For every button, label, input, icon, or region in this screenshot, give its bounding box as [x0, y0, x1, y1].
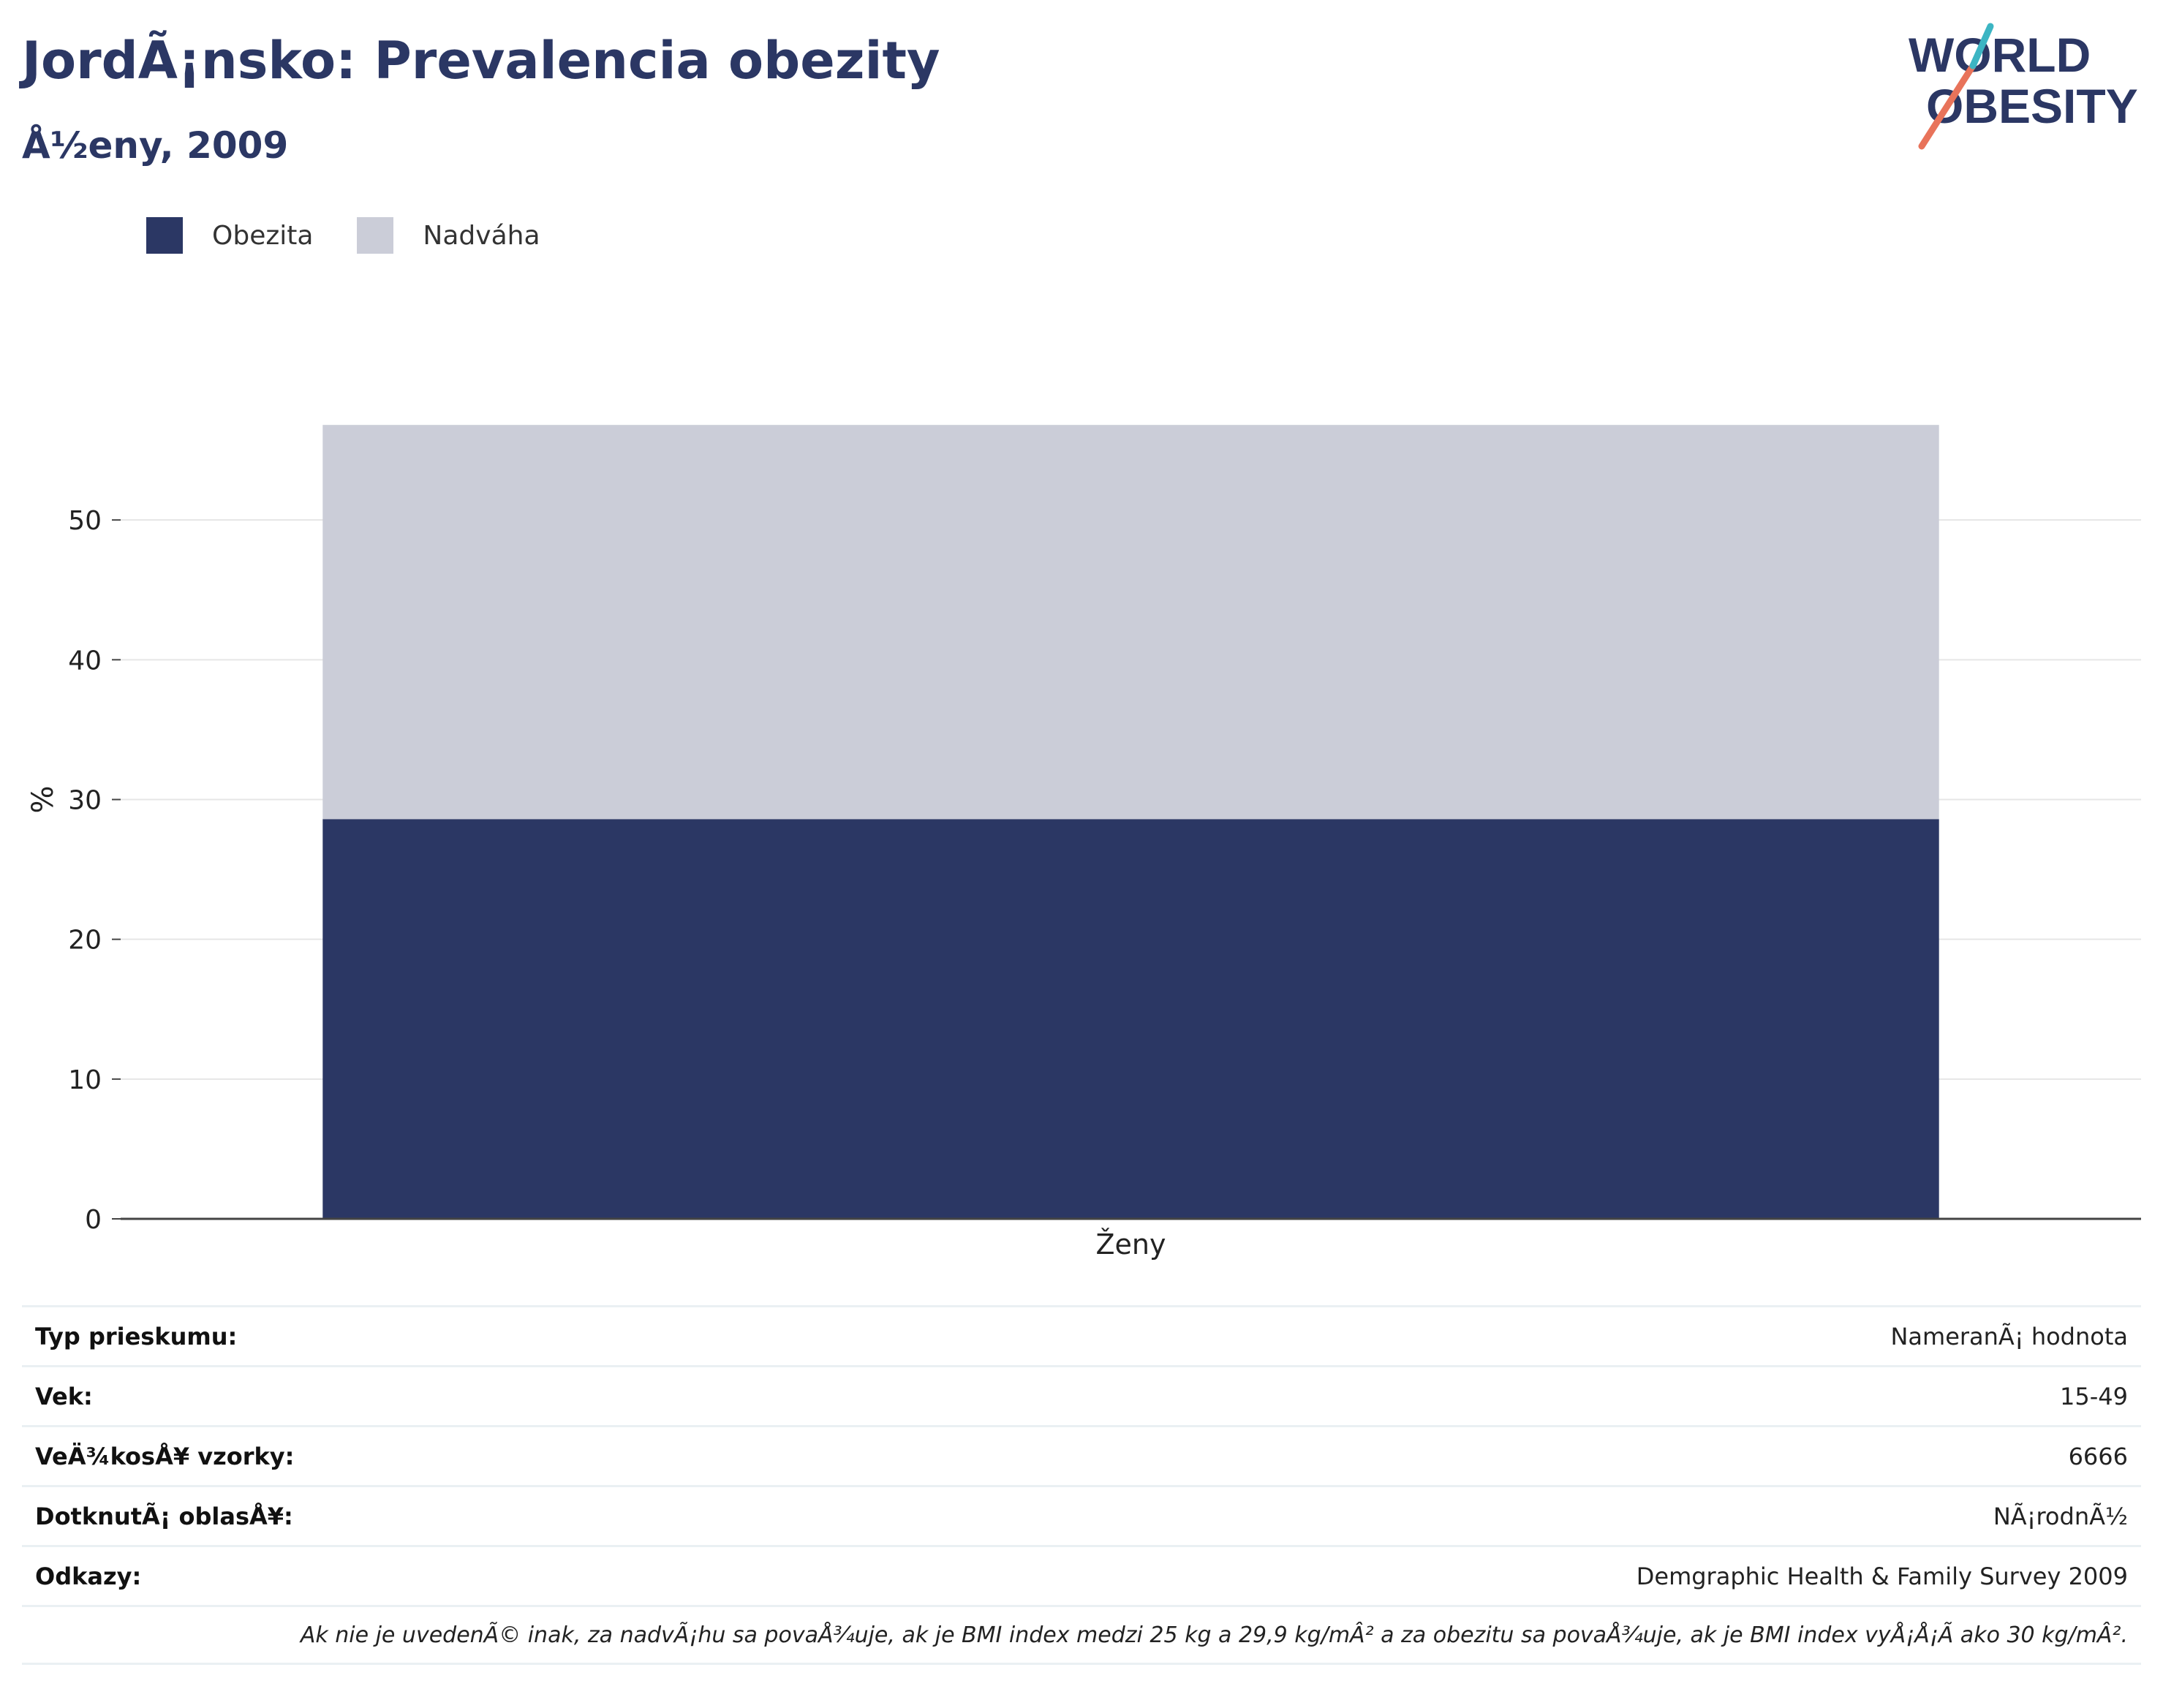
info-key: Vek:: [35, 1382, 93, 1410]
info-key: Typ prieskumu:: [35, 1322, 238, 1350]
legend-swatch-nadvaha: [357, 217, 394, 254]
y-axis-label: %: [26, 785, 60, 813]
legend-label-obezita: Obezita: [212, 220, 314, 251]
stacked-bar-chart: 0 10 20 30 40 50 Ženy%: [26, 425, 2141, 1261]
info-value: 15-49: [2060, 1382, 2128, 1410]
logo-line1: WORLD: [1909, 28, 2091, 82]
footnote-row: Ak nie je uvedenÃ© inak, za nadvÃ¡hu sa …: [22, 1605, 2141, 1665]
logo-slash-teal: [1969, 23, 1994, 69]
x-tick-label: Ženy: [1096, 1228, 1166, 1261]
legend-item-obezita[interactable]: Obezita: [146, 217, 313, 254]
info-value: NÃ¡rodnÃ½: [1993, 1502, 2128, 1530]
info-row-age: Vek: 15-49: [22, 1365, 2141, 1425]
info-key: VeÄ¾kosÅ¥ vzorky:: [35, 1442, 295, 1470]
info-value: NameranÃ¡ hodnota: [1890, 1322, 2128, 1350]
info-row-survey-type: Typ prieskumu: NameranÃ¡ hodnota: [22, 1305, 2141, 1365]
y-tick-label: 20: [68, 926, 102, 956]
y-tick-label: 50: [68, 506, 102, 536]
info-row-sample-size: VeÄ¾kosÅ¥ vzorky: 6666: [22, 1425, 2141, 1485]
legend: Obezita Nadváha: [146, 216, 584, 254]
y-tick-label: 40: [68, 646, 102, 676]
bar-segment-obezita: [322, 819, 1939, 1219]
y-tick-label: 0: [85, 1205, 102, 1235]
info-key: DotknutÃ¡ oblasÅ¥:: [35, 1502, 293, 1530]
legend-swatch-obezita: [146, 217, 183, 254]
chart-subtitle: Å½eny, 2009: [22, 124, 289, 167]
legend-label-nadvaha: Nadváha: [423, 220, 540, 251]
info-row-area: DotknutÃ¡ oblasÅ¥: NÃ¡rodnÃ½: [22, 1485, 2141, 1545]
info-row-references: Odkazy: Demgraphic Health & Family Surve…: [22, 1545, 2141, 1605]
chart-title: JordÃ¡nsko: Prevalencia obezity: [22, 31, 940, 91]
logo-slash-coral: [1918, 62, 1977, 150]
survey-info-table: Typ prieskumu: NameranÃ¡ hodnota Vek: 15…: [22, 1305, 2141, 1665]
info-value: Demgraphic Health & Family Survey 2009: [1636, 1562, 2128, 1590]
y-tick-label: 30: [68, 786, 102, 816]
legend-item-nadvaha[interactable]: Nadváha: [357, 217, 540, 254]
info-value: 6666: [2068, 1442, 2128, 1470]
world-obesity-logo: WORLD OBESITY: [1909, 23, 2138, 150]
bmi-footnote: Ak nie je uvedenÃ© inak, za nadvÃ¡hu sa …: [300, 1622, 2128, 1648]
y-tick-label: 10: [68, 1065, 102, 1095]
info-key: Odkazy:: [35, 1562, 142, 1590]
bar-segment-nadv-ha: [322, 425, 1939, 820]
